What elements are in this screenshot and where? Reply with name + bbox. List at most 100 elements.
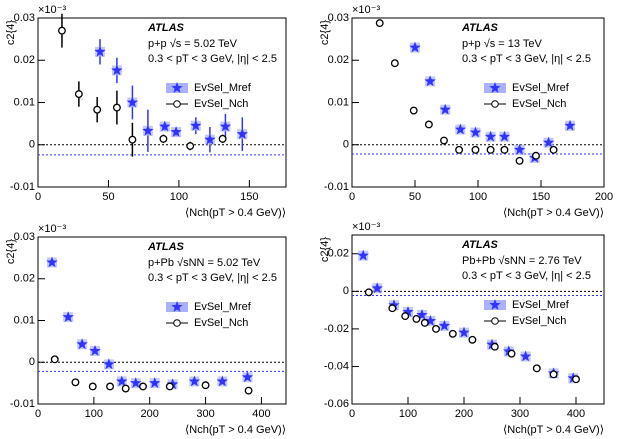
star-marker	[484, 130, 497, 142]
axis-multiplier: ×10⁻³	[38, 4, 66, 16]
star-marker	[94, 45, 106, 57]
circle-marker	[121, 384, 130, 393]
circle-marker	[244, 386, 253, 395]
star-marker	[409, 41, 421, 53]
star-marker	[159, 120, 171, 132]
system-label: Pb+Pb √sNN = 2.76 TeV	[462, 255, 582, 267]
x-tick-label: 100	[399, 408, 417, 420]
star-marker	[76, 338, 88, 350]
circle-marker	[424, 120, 433, 129]
circle-marker	[112, 103, 121, 112]
cuts-label: 0.3 < pT < 3 GeV, |η| < 2.5	[462, 270, 591, 282]
circle-marker	[401, 312, 410, 321]
star-marker	[498, 130, 511, 142]
circle-marker	[388, 304, 397, 313]
x-tick-label: 100	[469, 191, 487, 203]
star-marker	[439, 103, 451, 115]
experiment-label: ATLAS	[147, 241, 185, 253]
star-marker	[216, 375, 228, 387]
star-marker	[204, 133, 216, 145]
legend-star	[171, 82, 183, 93]
y-tick-label: -0.01	[10, 181, 35, 193]
y-axis-label: c2{4}	[5, 20, 17, 45]
axis-multiplier: ×10⁻³	[352, 221, 380, 233]
experiment-label: ATLAS	[147, 22, 185, 34]
star-marker	[469, 126, 482, 138]
star-marker	[142, 124, 154, 136]
cuts-label: 0.3 < pT < 3 GeV, |η| < 2.5	[462, 53, 591, 65]
legend-label: EvSel_Nch	[194, 317, 248, 329]
star-marker	[388, 299, 400, 311]
circle-marker	[515, 156, 524, 165]
y-tick-label: 0.03	[328, 12, 349, 24]
x-tick-label: 200	[595, 191, 613, 203]
y-tick-label: 0	[29, 356, 35, 368]
circle-marker	[106, 382, 115, 391]
circle-marker	[507, 349, 516, 358]
circle-marker	[412, 314, 421, 323]
circle-marker	[420, 318, 429, 327]
y-tick-label: -0.01	[10, 398, 35, 410]
legend-circle	[491, 317, 499, 325]
circle-marker	[390, 59, 399, 68]
x-tick-label: 200	[455, 408, 473, 420]
x-tick-label: 300	[196, 408, 214, 420]
circle-marker	[490, 342, 499, 351]
y-tick-label: -0.01	[324, 181, 349, 193]
circle-marker	[58, 26, 66, 35]
circle-marker	[532, 364, 541, 373]
legend-label: EvSel_Nch	[512, 315, 566, 327]
y-tick-label: 0	[29, 139, 35, 151]
system-label: p+Pb √sNN = 5.02 TeV	[148, 257, 261, 269]
circle-marker	[218, 134, 227, 143]
star-marker	[519, 350, 532, 362]
star-marker	[170, 126, 182, 137]
circle-marker	[128, 135, 137, 144]
legend-star	[171, 301, 183, 312]
star-marker	[236, 128, 248, 139]
circle-marker	[486, 145, 495, 154]
y-axis-label: c2{4}	[319, 20, 331, 45]
plot-frame	[351, 234, 605, 405]
star-marker	[357, 249, 369, 261]
y-axis-label: c2{4}	[319, 237, 331, 262]
legend-label: EvSel_Nch	[512, 98, 566, 110]
circle-marker	[364, 288, 373, 297]
circle-marker	[165, 382, 174, 391]
star-marker	[190, 119, 202, 131]
y-tick-label: 0.03	[14, 12, 35, 24]
circle-marker	[455, 145, 464, 154]
circle-marker	[375, 19, 384, 28]
y-tick-label: 0.02	[328, 248, 349, 260]
y-tick-label: 0.01	[328, 96, 349, 108]
star-marker	[149, 377, 161, 388]
legend-label: EvSel_Nch	[194, 98, 248, 110]
x-tick-label: 100	[85, 408, 103, 420]
x-tick-label: 150	[240, 191, 258, 203]
star-marker	[219, 120, 232, 132]
legend-label: EvSel_Mref	[512, 82, 570, 94]
star-marker	[454, 123, 467, 135]
star-marker	[416, 309, 428, 320]
y-tick-label: -0.06	[324, 398, 349, 410]
y-axis-label: c2{4}	[5, 239, 17, 264]
circle-marker	[440, 136, 448, 145]
x-axis-label: ⟨Nch(pT > 0.4 GeV)⟩	[503, 207, 604, 219]
star-marker	[424, 315, 437, 326]
x-tick-label: 0	[35, 191, 41, 203]
circle-marker	[93, 105, 102, 114]
star-marker	[241, 371, 254, 383]
y-tick-label: 0.02	[328, 54, 349, 66]
circle-marker	[549, 145, 558, 154]
experiment-label: ATLAS	[461, 239, 499, 251]
circle-marker	[532, 151, 540, 160]
circle-marker	[71, 378, 80, 387]
star-marker	[458, 326, 470, 338]
y-tick-label: 0.01	[14, 96, 35, 108]
star-marker	[564, 119, 576, 131]
x-tick-label: 0	[349, 191, 355, 203]
x-axis-label: ⟨Nch(pT > 0.4 GeV)⟩	[185, 424, 286, 436]
circle-marker	[159, 134, 168, 143]
x-tick-label: 400	[567, 408, 585, 420]
